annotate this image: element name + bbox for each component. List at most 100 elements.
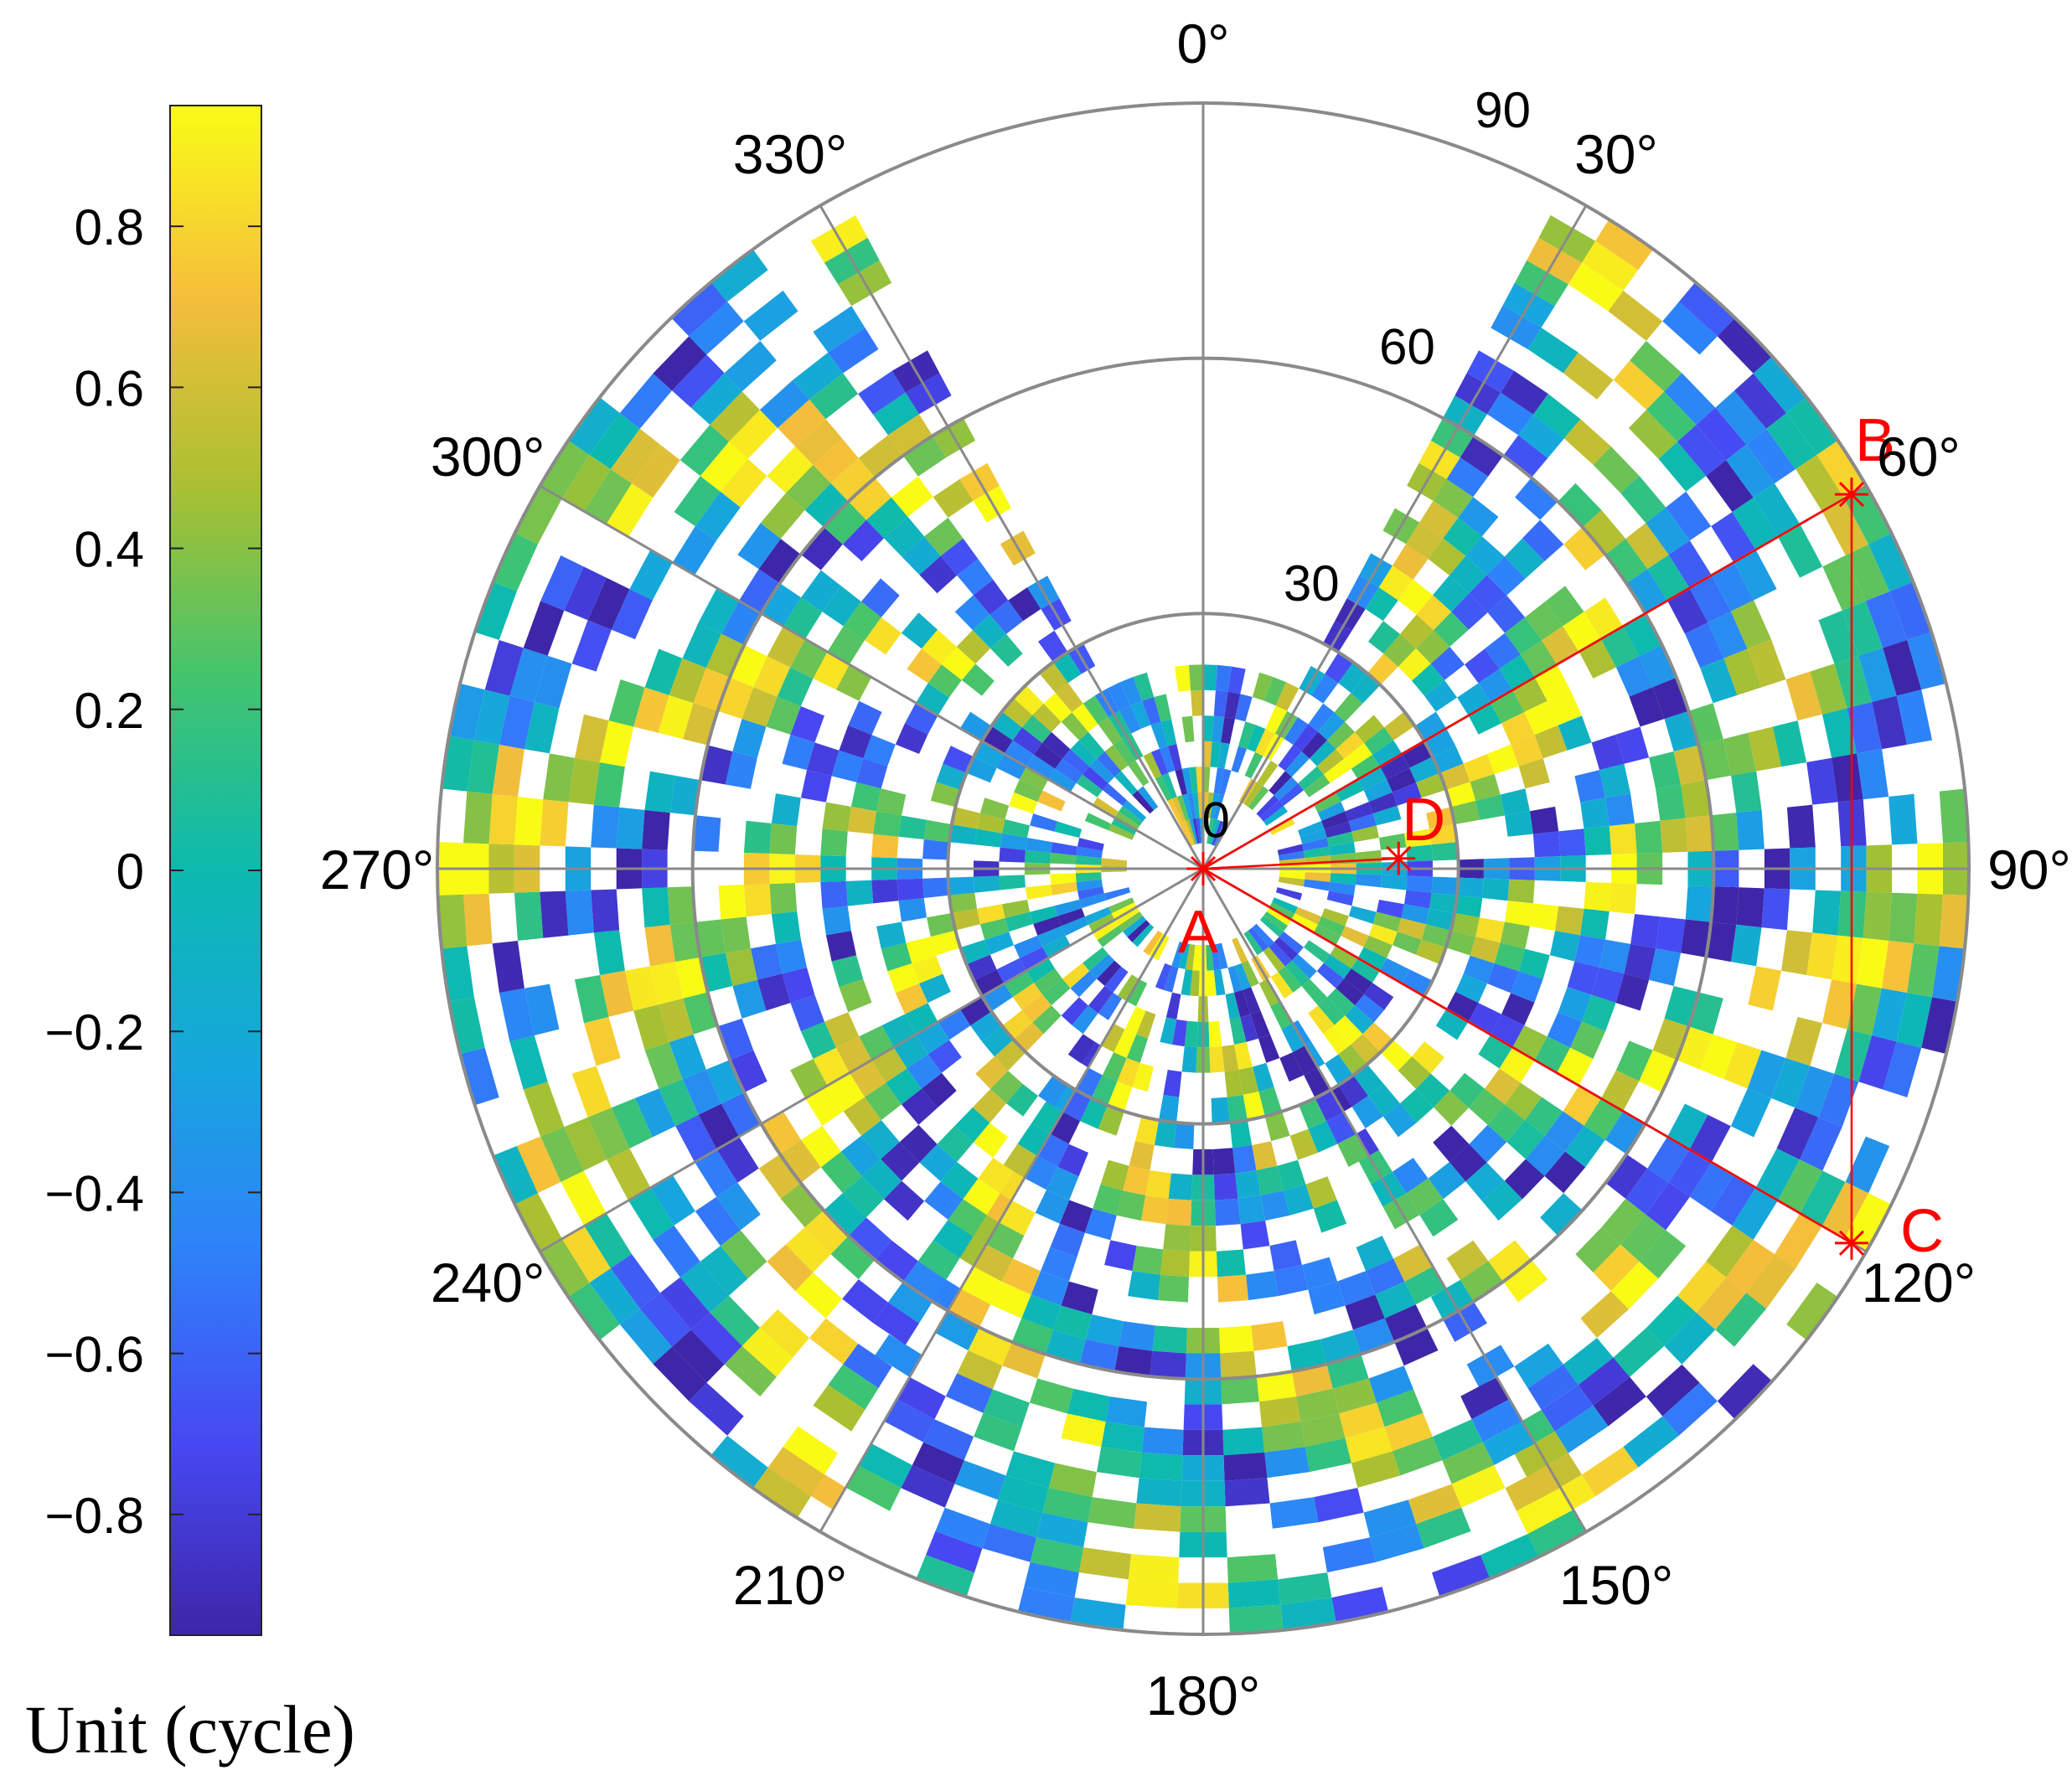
heatmap-cell <box>896 878 924 901</box>
heatmap-cell <box>1258 1396 1301 1427</box>
heatmap-cell <box>1029 1378 1074 1414</box>
heatmap-cell <box>1136 1010 1156 1039</box>
heatmap-cell <box>1021 715 1052 743</box>
heatmap-cell <box>924 518 964 556</box>
heatmap-cell <box>1186 819 1196 845</box>
heatmap-cell <box>1451 1465 1506 1508</box>
heatmap-cell <box>1818 610 1859 664</box>
colorbar-tick-label: 0.6 <box>75 360 144 416</box>
heatmap-cell <box>1175 664 1191 692</box>
heatmap-cell <box>989 600 1024 634</box>
heatmap-cell <box>1225 992 1241 1019</box>
heatmap-cell <box>591 804 620 849</box>
heatmap-cell <box>1229 1017 1247 1045</box>
heatmap-cell <box>848 1217 891 1260</box>
heatmap-cell <box>1806 757 1838 805</box>
heatmap-cell <box>875 1240 918 1282</box>
heatmap-cell <box>1623 1416 1679 1468</box>
heatmap-cell <box>1050 873 1077 885</box>
heatmap-cell <box>514 797 544 846</box>
heatmap-cell <box>1503 1259 1548 1303</box>
heatmap-cell <box>606 483 654 537</box>
heatmap-cell <box>1248 786 1269 810</box>
heatmap-cell <box>1338 1045 1367 1076</box>
heatmap-cell <box>783 597 823 639</box>
heatmap-cell <box>1421 924 1451 948</box>
heatmap-cell <box>1505 901 1533 927</box>
heatmap-cell <box>1377 1389 1424 1427</box>
heatmap-cell <box>1264 1111 1290 1142</box>
heatmap-cell <box>771 911 801 944</box>
heatmap-cell <box>863 735 896 767</box>
heatmap-cell <box>1400 1089 1434 1123</box>
heatmap-cell <box>1507 879 1535 904</box>
heatmap-cell <box>1097 1447 1142 1479</box>
heatmap-cell <box>1093 797 1119 818</box>
heatmap-cell <box>1646 1364 1700 1417</box>
heatmap-cell <box>1668 540 1712 588</box>
heatmap-cell <box>695 919 726 958</box>
heatmap-cell <box>1184 1020 1198 1048</box>
heatmap-cell <box>1463 754 1495 782</box>
heatmap-cell <box>1004 970 1034 998</box>
heatmap-cell <box>1446 1240 1489 1280</box>
heatmap-cell <box>1238 721 1256 749</box>
radius-tick-label: 30 <box>1284 555 1340 612</box>
heatmap-cell <box>1625 523 1669 570</box>
heatmap-cell <box>1212 820 1224 846</box>
heatmap-cell <box>1547 1012 1582 1048</box>
heatmap-cell <box>1563 1338 1614 1386</box>
heatmap-cell <box>1006 1083 1038 1117</box>
heatmap-cell <box>619 373 672 429</box>
heatmap-cell <box>669 921 700 963</box>
heatmap-cell <box>856 758 888 789</box>
heatmap-cell <box>1366 1258 1405 1295</box>
heatmap-cell <box>1107 1081 1133 1112</box>
heatmap-cell <box>785 464 831 510</box>
heatmap-cell <box>1381 875 1408 890</box>
heatmap-cell <box>1207 818 1214 844</box>
heatmap-cell <box>994 1039 1026 1071</box>
heatmap-cell <box>564 1117 607 1171</box>
heatmap-cell <box>1240 1221 1270 1250</box>
heatmap-cell <box>1736 809 1765 850</box>
heatmap-cell <box>972 1089 1006 1123</box>
heatmap-cell <box>1061 916 1089 937</box>
heatmap-cell <box>1019 767 1049 791</box>
heatmap-cell <box>1080 1097 1108 1129</box>
heatmap-cell <box>1608 290 1663 341</box>
heatmap-cell <box>858 370 906 415</box>
heatmap-cell <box>1324 954 1351 979</box>
heatmap-cell <box>1207 970 1217 997</box>
heatmap-cell <box>1681 919 1711 958</box>
heatmap-cell <box>1301 1257 1338 1290</box>
heatmap-cell <box>1372 911 1402 932</box>
heatmap-cell <box>1293 724 1319 751</box>
heatmap-cell <box>1520 640 1558 678</box>
heatmap-cell <box>1224 1070 1243 1097</box>
heatmap-cell <box>1014 779 1043 803</box>
heatmap-cell <box>1176 795 1190 821</box>
heatmap-cell <box>1355 994 1385 1023</box>
heatmap-cell <box>1338 1075 1368 1107</box>
heatmap-cell <box>820 1151 862 1194</box>
heatmap-cell <box>1043 693 1072 722</box>
heatmap-cell <box>766 696 801 735</box>
heatmap-cell <box>1197 792 1203 818</box>
heatmap-cell <box>1357 947 1387 971</box>
heatmap-cell <box>1127 920 1150 942</box>
heatmap-cell <box>1114 811 1140 831</box>
heatmap-cell <box>1192 944 1201 971</box>
heatmap-cell <box>1580 908 1610 940</box>
heatmap-cell <box>800 527 843 570</box>
heatmap-cell <box>1469 1088 1506 1125</box>
heatmap-cell <box>1083 947 1108 972</box>
heatmap-cell <box>936 763 967 790</box>
heatmap-cell <box>493 533 538 591</box>
heatmap-cell <box>1258 1034 1280 1063</box>
heatmap-cell <box>1505 811 1533 837</box>
heatmap-cell <box>1119 806 1143 826</box>
heatmap-cell <box>1291 1364 1333 1397</box>
heatmap-cell <box>1557 1047 1594 1086</box>
baseline-line <box>1202 857 1399 870</box>
